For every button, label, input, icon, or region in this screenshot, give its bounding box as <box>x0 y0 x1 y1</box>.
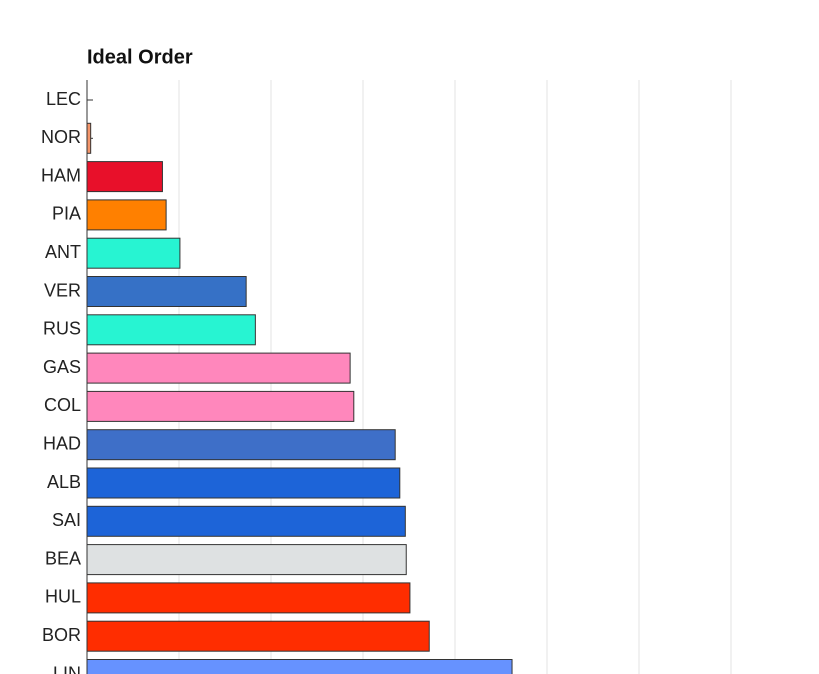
y-tick-label: ALB <box>47 472 81 492</box>
y-tick-label: RUS <box>43 319 81 339</box>
y-tick-label: SAI <box>52 510 81 530</box>
y-tick-label: HAM <box>41 165 81 185</box>
bar <box>86 161 163 193</box>
bar <box>86 237 181 269</box>
chart-title: Ideal Order <box>87 46 193 68</box>
bar <box>86 582 411 614</box>
y-tick-label: PIA <box>52 204 81 224</box>
bar <box>86 199 167 231</box>
bar <box>86 659 513 674</box>
y-tick-label: BEA <box>45 548 81 568</box>
bar <box>86 620 430 652</box>
bar <box>86 544 407 576</box>
y-tick-label: GAS <box>43 357 81 377</box>
y-tick-label: BOR <box>42 625 81 645</box>
y-tick-label: COL <box>44 395 81 415</box>
bar <box>86 276 247 307</box>
bar <box>86 352 351 384</box>
bar <box>86 314 256 346</box>
bar <box>86 467 401 499</box>
bar <box>86 122 92 154</box>
y-tick-label: HUL <box>45 587 81 607</box>
y-tick-label: HAD <box>43 433 81 453</box>
y-tick-label: ANT <box>45 242 81 262</box>
y-tick-label: NOR <box>41 127 81 147</box>
bar <box>86 390 355 422</box>
y-tick-label: VER <box>44 280 81 300</box>
y-tick-label: LEC <box>46 89 81 109</box>
y-tick-label: LIN <box>53 663 81 674</box>
bar <box>86 429 396 461</box>
bar <box>86 505 406 537</box>
